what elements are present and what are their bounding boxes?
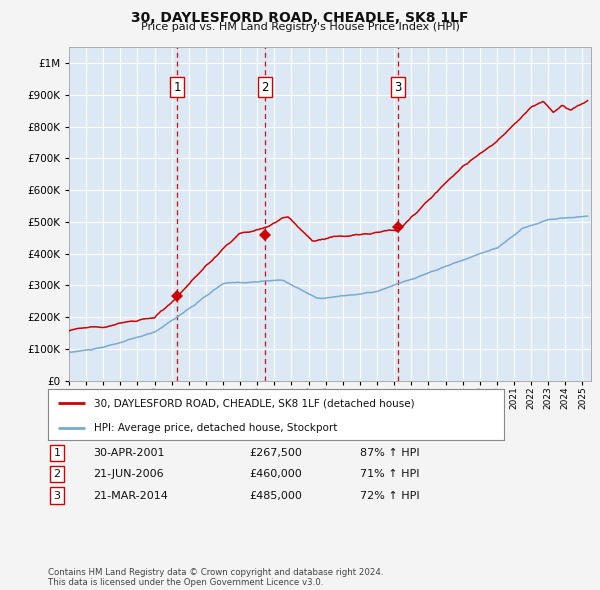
- Text: 71% ↑ HPI: 71% ↑ HPI: [360, 470, 419, 479]
- Text: 30, DAYLESFORD ROAD, CHEADLE, SK8 1LF: 30, DAYLESFORD ROAD, CHEADLE, SK8 1LF: [131, 11, 469, 25]
- Text: £460,000: £460,000: [249, 470, 302, 479]
- Text: Price paid vs. HM Land Registry's House Price Index (HPI): Price paid vs. HM Land Registry's House …: [140, 22, 460, 32]
- Text: 87% ↑ HPI: 87% ↑ HPI: [360, 448, 419, 458]
- Text: 2: 2: [53, 470, 61, 479]
- Text: £267,500: £267,500: [249, 448, 302, 458]
- Text: £485,000: £485,000: [249, 491, 302, 500]
- Text: 3: 3: [53, 491, 61, 500]
- Text: 21-MAR-2014: 21-MAR-2014: [93, 491, 168, 500]
- Text: 30-APR-2001: 30-APR-2001: [93, 448, 164, 458]
- Text: 2: 2: [262, 81, 269, 94]
- Text: HPI: Average price, detached house, Stockport: HPI: Average price, detached house, Stoc…: [94, 422, 337, 432]
- Text: 72% ↑ HPI: 72% ↑ HPI: [360, 491, 419, 500]
- Text: 1: 1: [173, 81, 181, 94]
- Text: 21-JUN-2006: 21-JUN-2006: [93, 470, 164, 479]
- Text: Contains HM Land Registry data © Crown copyright and database right 2024.
This d: Contains HM Land Registry data © Crown c…: [48, 568, 383, 587]
- Text: 30, DAYLESFORD ROAD, CHEADLE, SK8 1LF (detached house): 30, DAYLESFORD ROAD, CHEADLE, SK8 1LF (d…: [94, 398, 414, 408]
- Text: 3: 3: [394, 81, 401, 94]
- Text: 1: 1: [53, 448, 61, 458]
